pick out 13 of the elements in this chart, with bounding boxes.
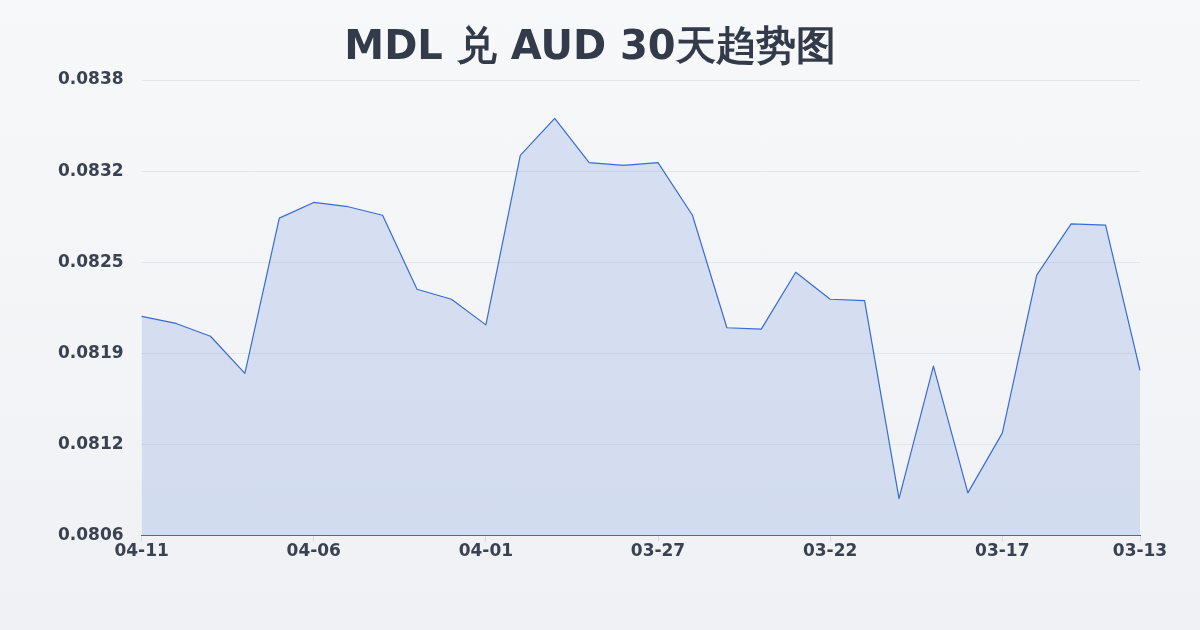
- x-tick-label: 03-17: [975, 540, 1030, 561]
- y-tick-label: 0.0819: [57, 341, 124, 362]
- x-tick-label: 03-22: [802, 540, 858, 561]
- x-tick-label: 04-01: [458, 540, 514, 561]
- y-tick-label: 0.0832: [57, 159, 124, 180]
- x-tick-label: 04-06: [286, 540, 341, 561]
- x-tick-label: 04-11: [114, 540, 169, 561]
- y-tick-label: 0.0838: [57, 68, 124, 89]
- x-tick-label: 03-27: [630, 540, 686, 561]
- y-tick-label: 0.0812: [57, 432, 124, 453]
- y-tick-label: 0.0825: [57, 250, 124, 271]
- chart-title: MDL 兑 AUD 30天趋势图: [344, 22, 836, 69]
- x-tick-label: 03-13: [1112, 540, 1168, 561]
